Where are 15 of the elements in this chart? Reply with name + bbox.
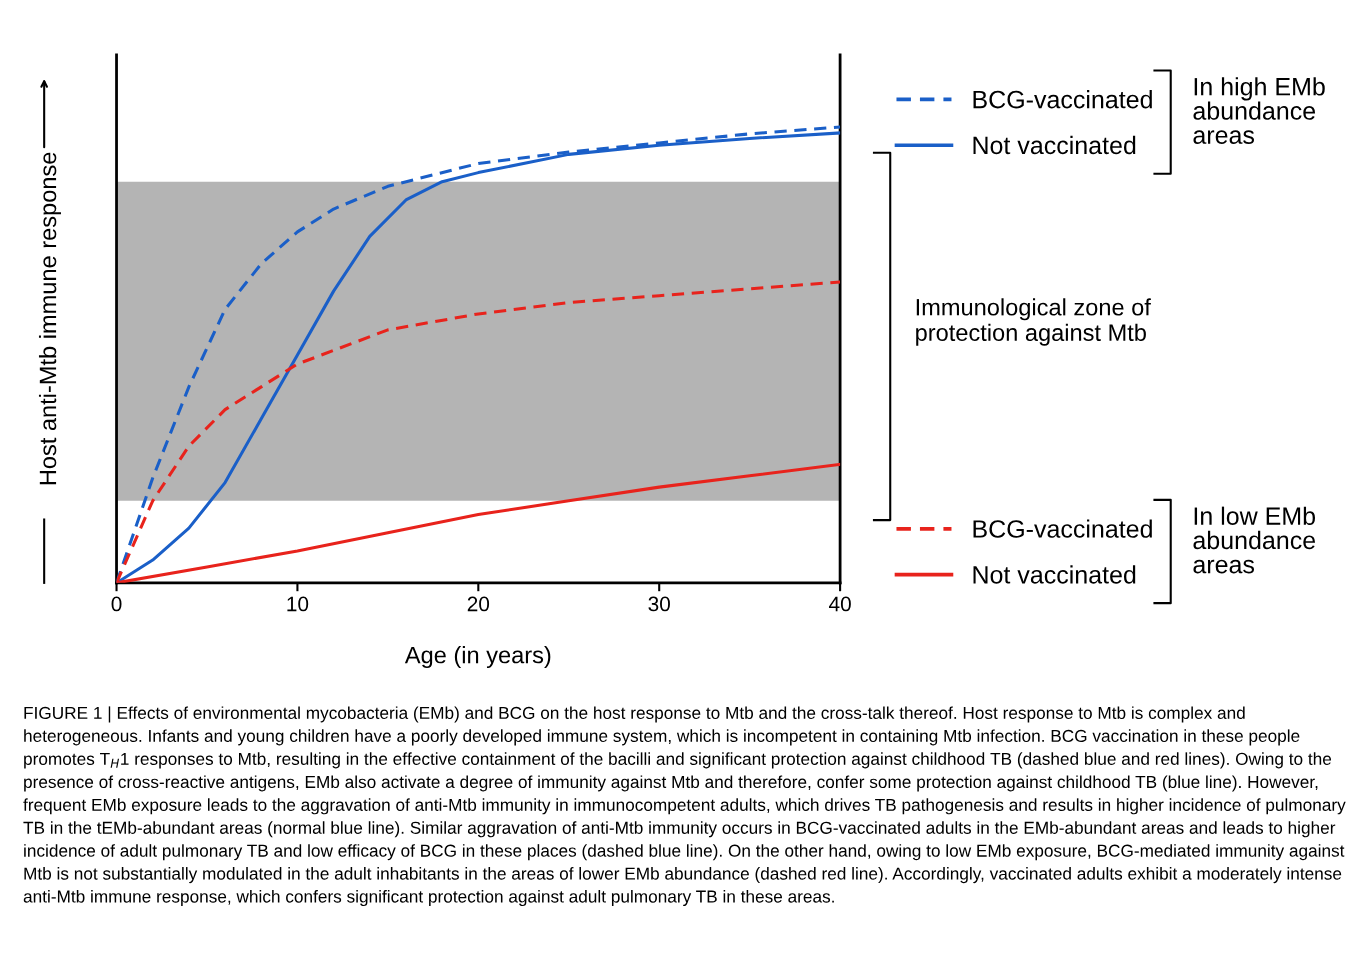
text: In low EMb abundance areas — [1193, 506, 1316, 574]
x-tick-label: 30 — [648, 596, 670, 612]
x-axis-title: Age (in years) — [404, 646, 551, 669]
legend-label: BCG-vaccinated — [973, 519, 1152, 538]
legend-label: Not vaccinated — [973, 565, 1136, 584]
x-tick-label: 10 — [287, 596, 309, 612]
legend-label: BCG-vaccinated — [973, 90, 1152, 109]
y-axis-title: Host anti-Mtb immune response — [38, 152, 61, 485]
text: Immunological zone of protection against Mtb — [916, 298, 1151, 346]
x-tick-label: 20 — [467, 596, 490, 612]
legend-label: Not vaccinated — [973, 135, 1136, 155]
x-tick-label: 40 — [828, 596, 851, 612]
x-tick-label: 0 — [111, 596, 122, 612]
text: FIGURE 1 | Effects of environmental mycobacteria (EMb) and BCG on the host response to Mtb and the cross-talk thereof. Host response to Mtb is complex and heterogeneous. Infants and young children have a poorly developed immune system, which is incompetent in containing Mtb infection. BCG vaccination in these people promotes T$_{H}$1 responses to Mtb, resulting in the effective containment of the bacilli and significant protection against childhood TB (dashed blue and red lines). Owing to the presence of cross-reactive antigens, EMb also activate a degree of immunity against Mtb and therefore, confer some protection against childhood TB (blue line). However, frequent EMb exposure leads to the aggravation of anti-Mtb immunity in immunocompetent adults, which drives TB pathogenesis and results in higher incidence of pulmonary TB in the tEMb-abundant areas (normal blue line). Similar aggravation of anti-Mtb immunity occurs in BCG-vaccinated adults in the EMb-abundant areas and leads to higher incidence of adult pulmonary TB and low efficacy of BCG in these places (dashed blue line). On the other hand, owing to low EMb exposure, BCG-mediated immunity against Mtb is not substantially modulated in the adult inhabitants in the areas of lower EMb abundance (dashed red line). Accordingly, vaccinated adults exhibit a moderately intense anti-Mtb immune response, which confers significant protection against adult pulmonary TB in these areas. — [23, 706, 1346, 907]
text: In high EMb abundance areas — [1193, 77, 1325, 144]
